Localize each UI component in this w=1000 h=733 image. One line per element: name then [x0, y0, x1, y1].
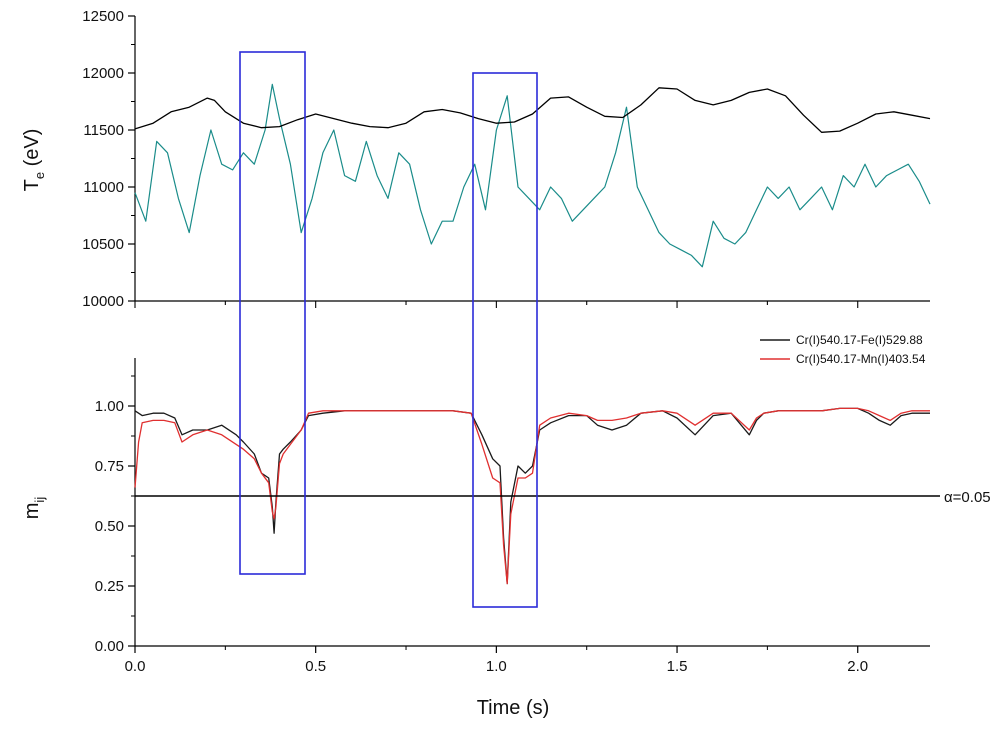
bottom-panel: 0.00 0.25 0.50 0.75 1.00 0.0 0.5 1.0 1.5 2.0 α=0… — [21, 333, 991, 719]
bottom-y-axis-title-sub: ij — [32, 497, 47, 503]
bottom-y-tick-label: 1.00 — [95, 398, 124, 415]
bottom-x-tick-label: 1.0 — [486, 658, 507, 675]
top-series-group — [134, 83, 931, 268]
bottom-x-tick-label: 1.5 — [667, 658, 688, 675]
bottom-y-axis-title: mij — [21, 497, 47, 520]
top-y-tick-label: 11000 — [83, 179, 124, 196]
top-y-tick-label: 12500 — [82, 8, 124, 25]
top-y-tick-label: 10000 — [82, 293, 124, 310]
bottom-x-tick-label: 0.5 — [305, 658, 326, 675]
bottom-y-axis-title-main: m — [21, 503, 43, 520]
bottom-y-tick-label: 0.00 — [95, 638, 124, 655]
bottom-x-tick-label: 2.0 — [847, 658, 868, 675]
bottom-y-tick-label: 0.25 — [95, 578, 124, 595]
bottom-series-group — [134, 407, 930, 585]
top-y-axis-title-sub: e — [32, 172, 47, 179]
top-y-tick-label: 12000 — [82, 65, 124, 82]
top-y-tick-label: 10500 — [82, 236, 124, 253]
bottom-y-ticks: 0.00 0.25 0.50 0.75 1.00 — [95, 375, 135, 655]
legend-label-fe: Cr(I)540.17-Fe(I)529.88 — [796, 333, 923, 347]
top-y-ticks: 10000 10500 11000 11500 12000 12500 — [82, 8, 135, 310]
top-series-line-raw — [134, 83, 931, 268]
bottom-y-tick-label: 0.75 — [95, 458, 124, 475]
threshold-label: α=0.05 — [944, 489, 991, 506]
top-series-line-smoothed — [134, 87, 931, 133]
top-y-axis-title-main: T — [21, 179, 43, 191]
top-panel: 10000 10500 11000 11500 12000 12500 Te (eV) — [21, 8, 931, 310]
legend-label-mn: Cr(I)540.17-Mn(I)403.54 — [796, 352, 926, 366]
bottom-x-ticks: 0.0 0.5 1.0 1.5 2.0 — [125, 646, 868, 675]
bottom-x-tick-label: 0.0 — [125, 658, 146, 675]
legend: Cr(I)540.17-Fe(I)529.88 Cr(I)540.17-Mn(I… — [760, 333, 926, 366]
bottom-y-tick-label: 0.50 — [95, 518, 124, 535]
highlight-box-1 — [239, 51, 306, 575]
top-y-axis-title: Te (eV) — [21, 129, 47, 192]
bottom-series-line-mn — [134, 407, 930, 585]
top-y-tick-label: 11500 — [83, 122, 124, 139]
top-y-axis-title-unit: (eV) — [21, 129, 43, 172]
x-axis-title: Time (s) — [477, 697, 550, 719]
highlight-box-2 — [472, 72, 538, 608]
top-x-ticks — [134, 301, 859, 308]
